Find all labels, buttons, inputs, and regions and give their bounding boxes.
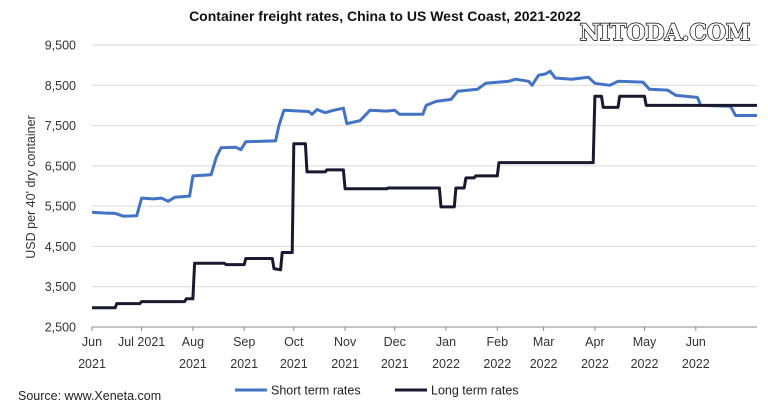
short-term-rates-line: [91, 69, 757, 218]
x-tick-label: Jun: [686, 335, 706, 349]
legend-entry: Long term rates: [431, 384, 519, 398]
long-term-rates-line: [92, 94, 757, 310]
x-tick-label: Jan: [436, 335, 456, 349]
x-tick-label-year: 2022: [682, 357, 710, 371]
x-tick-label: Jul 2021: [118, 335, 165, 349]
series-lines: [91, 69, 757, 310]
x-tick-label: Jun: [82, 335, 102, 349]
x-tick-label-year: 2021: [230, 357, 258, 371]
x-tick-label-year: 2021: [280, 357, 308, 371]
watermark: NITODA.COM: [580, 20, 751, 46]
x-tick-label-year: 2022: [483, 357, 511, 371]
x-tick-label: Oct: [284, 335, 304, 349]
x-tick-label-year: 2022: [631, 357, 659, 371]
x-tick-label: Nov: [334, 335, 357, 349]
source-note: Source: www.Xeneta.com: [18, 389, 161, 403]
y-tick-label: 9,500: [45, 39, 76, 53]
x-tick-label-year: 2022: [530, 357, 558, 371]
x-tick-label-year: 2022: [581, 357, 609, 371]
x-tick-label: Apr: [585, 335, 604, 349]
x-tick-label: Dec: [384, 335, 406, 349]
y-tick-labels: 2,500 3,500 4,500 5,500 6,500 7,500 8,500 9,500: [45, 39, 76, 335]
y-tick-label: 3,500: [45, 280, 76, 294]
y-tick-label: 7,500: [45, 119, 76, 133]
legend-entry: Short term rates: [271, 384, 361, 398]
y-tick-label: 2,500: [45, 321, 76, 335]
y-tick-label: 8,500: [45, 79, 76, 93]
y-axis-label: USD per 40' dry container: [24, 115, 38, 258]
x-tick-label-year: 2022: [432, 357, 460, 371]
legend: Short term rates Long term rates: [235, 384, 519, 398]
y-tick-label: 5,500: [45, 200, 76, 214]
x-tick-labels: Jun 2021 Jul 2021 Aug 2021 Sep 2021 Oct 2021 Nov 2…: [78, 327, 710, 371]
x-tick-label-year: 2021: [78, 357, 106, 371]
x-tick-label-year: 2021: [179, 357, 207, 371]
grid-lines: [92, 44, 757, 328]
x-tick-label-year: 2021: [331, 357, 359, 371]
x-tick-label-year: 2021: [381, 357, 409, 371]
y-tick-label: 6,500: [45, 159, 76, 173]
x-tick-label: Aug: [182, 335, 204, 349]
x-tick-label: May: [633, 335, 657, 349]
chart-title: Container freight rates, China to US Wes…: [189, 8, 581, 24]
x-tick-label: Feb: [487, 335, 509, 349]
x-tick-label: Sep: [233, 335, 255, 349]
y-tick-label: 4,500: [45, 240, 76, 254]
x-tick-label: Mar: [533, 335, 555, 349]
